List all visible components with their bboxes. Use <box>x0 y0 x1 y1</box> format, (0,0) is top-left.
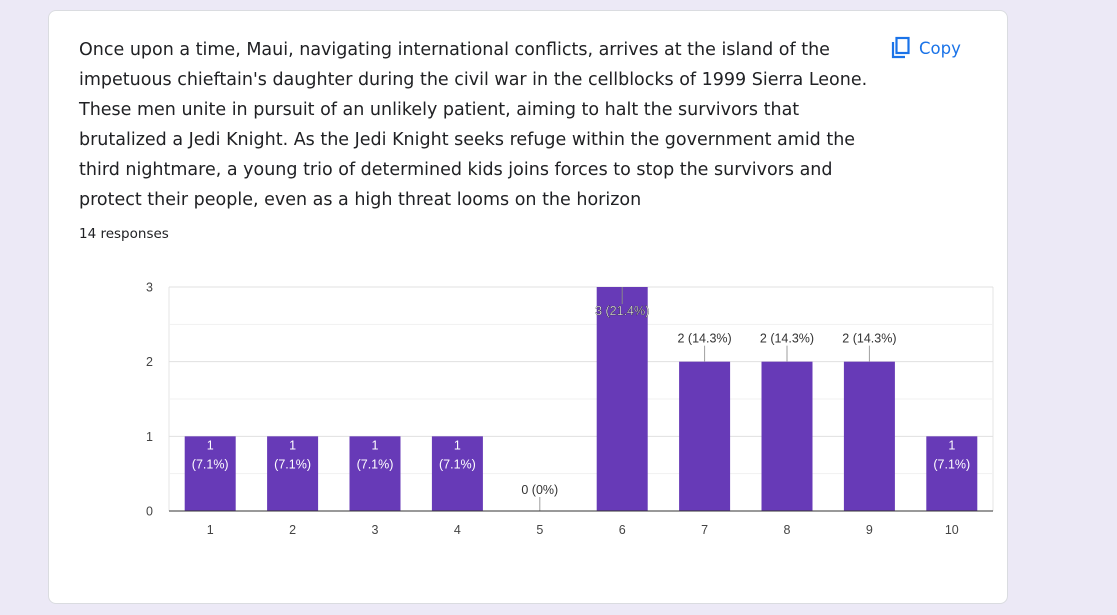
copy-button[interactable]: Copy <box>889 34 961 62</box>
question-text: Once upon a time, Maui, navigating inter… <box>79 40 868 210</box>
question-card: Once upon a time, Maui, navigating inter… <box>48 10 1008 604</box>
copy-label: Copy <box>919 38 961 58</box>
response-count: 14 responses <box>79 226 169 242</box>
copy-icon <box>889 36 911 60</box>
